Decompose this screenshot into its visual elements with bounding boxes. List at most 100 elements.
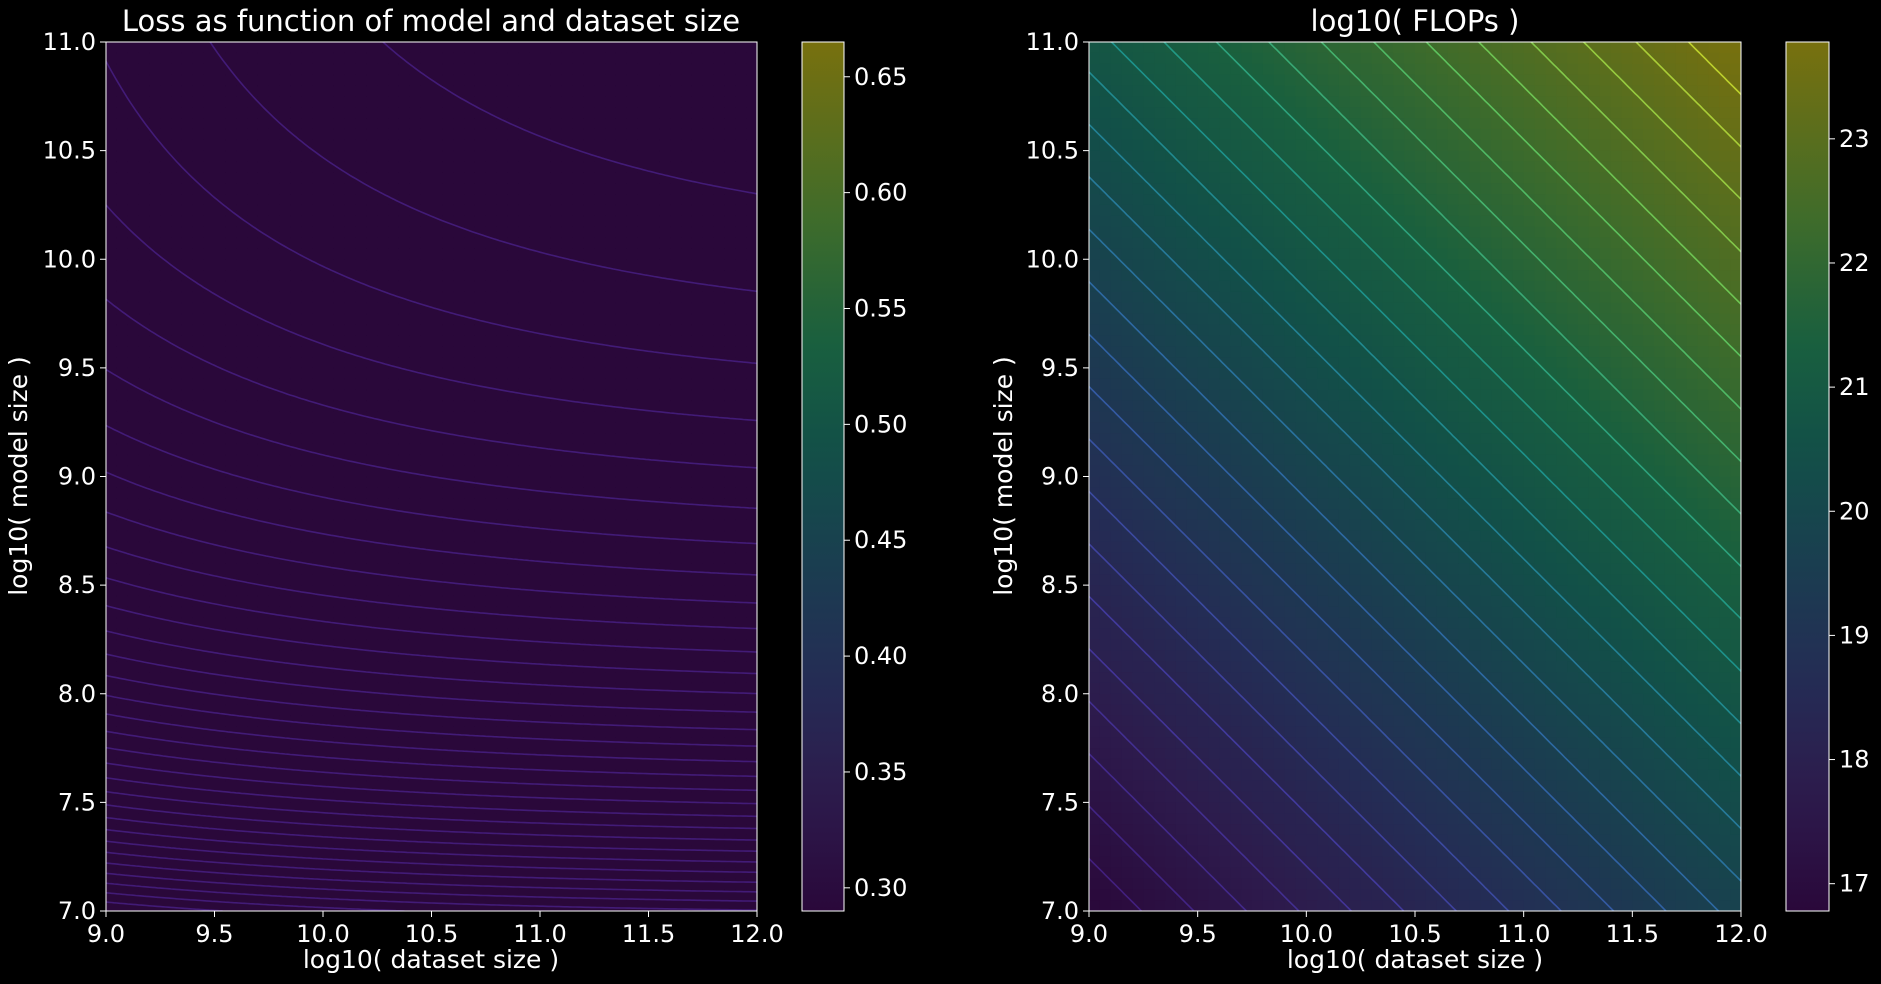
heatmap-cell xyxy=(507,204,519,217)
heatmap-cell xyxy=(160,758,172,771)
heatmap-cell xyxy=(626,335,639,347)
heatmap-cell xyxy=(724,237,736,249)
heatmap-cell xyxy=(648,378,660,391)
heatmap-cell xyxy=(268,335,281,347)
heatmap-cell xyxy=(583,74,595,87)
heatmap-cell xyxy=(648,900,660,911)
heatmap-cell xyxy=(746,617,757,630)
heatmap-cell xyxy=(323,367,335,380)
heatmap-cell xyxy=(691,259,704,271)
heatmap-cell xyxy=(344,443,357,456)
heatmap-cell xyxy=(355,726,367,738)
heatmap-cell xyxy=(203,454,216,467)
heatmap-cell xyxy=(485,443,498,456)
heatmap-cell xyxy=(333,226,346,239)
heatmap-cell xyxy=(116,291,129,304)
heatmap-cell xyxy=(366,726,378,738)
heatmap-cell xyxy=(106,682,118,695)
heatmap-cell xyxy=(1099,183,1112,195)
heatmap-cell xyxy=(279,63,292,76)
heatmap-cell xyxy=(1099,259,1112,271)
heatmap-cell xyxy=(626,900,639,911)
heatmap-cell xyxy=(735,411,747,423)
heatmap-cell xyxy=(355,802,367,814)
heatmap-cell xyxy=(214,270,226,282)
heatmap-cell xyxy=(247,595,259,608)
heatmap-cell xyxy=(171,552,183,564)
heatmap-cell xyxy=(225,335,237,347)
heatmap-cell xyxy=(550,454,563,467)
heatmap-cell xyxy=(203,389,216,402)
heatmap-cell xyxy=(670,259,682,271)
heatmap-cell xyxy=(496,595,509,608)
heatmap-cell xyxy=(377,280,389,293)
heatmap-cell xyxy=(149,487,161,499)
heatmap-cell xyxy=(681,824,693,836)
heatmap-cell xyxy=(192,530,205,543)
heatmap-cell xyxy=(713,215,726,228)
heatmap-cell xyxy=(496,574,509,586)
heatmap-cell xyxy=(214,595,226,608)
heatmap-cell xyxy=(116,52,129,65)
heatmap-cell xyxy=(637,682,650,695)
heatmap-cell xyxy=(192,595,205,608)
heatmap-cell xyxy=(431,389,443,402)
heatmap-cell xyxy=(735,150,747,163)
heatmap-cell xyxy=(171,280,183,293)
heatmap-cell xyxy=(594,346,606,358)
heatmap-cell xyxy=(214,889,226,901)
heatmap-cell xyxy=(301,791,313,803)
heatmap-cell xyxy=(268,737,281,749)
heatmap-cell xyxy=(518,302,530,315)
heatmap-cell xyxy=(116,226,129,239)
heatmap-cell xyxy=(192,519,205,532)
heatmap-cell xyxy=(323,346,335,358)
heatmap-cell xyxy=(724,867,736,880)
heatmap-cell xyxy=(323,813,335,825)
heatmap-cell xyxy=(398,769,411,782)
heatmap-cell xyxy=(290,161,302,173)
heatmap-cell xyxy=(420,107,433,119)
heatmap-cell xyxy=(746,541,757,554)
heatmap-cell xyxy=(474,856,487,869)
heatmap-cell xyxy=(160,313,172,326)
heatmap-cell xyxy=(626,118,639,130)
heatmap-cell xyxy=(160,585,172,597)
heatmap-cell xyxy=(127,335,140,347)
heatmap-cell xyxy=(648,791,660,803)
heatmap-cell xyxy=(203,324,216,336)
heatmap-cell xyxy=(149,509,161,521)
heatmap-cell xyxy=(301,628,313,641)
heatmap-cell xyxy=(561,172,574,184)
heatmap-cell xyxy=(192,128,205,141)
heatmap-cell xyxy=(550,346,563,358)
heatmap-cell xyxy=(257,791,270,803)
heatmap-cell xyxy=(409,519,422,532)
heatmap-cell xyxy=(626,52,639,65)
heatmap-cell xyxy=(290,693,302,706)
heatmap-cell xyxy=(453,280,465,293)
heatmap-cell xyxy=(268,878,281,890)
heatmap-cell xyxy=(702,346,715,358)
heatmap-cell xyxy=(605,74,617,87)
heatmap-cell xyxy=(268,324,281,336)
heatmap-cell xyxy=(290,313,302,326)
heatmap-cell xyxy=(746,595,757,608)
heatmap-cell xyxy=(192,878,205,890)
heatmap-cell xyxy=(203,96,216,108)
heatmap-cell xyxy=(431,726,443,738)
heatmap-cell xyxy=(192,834,205,847)
heatmap-cell xyxy=(257,215,270,228)
heatmap-cell xyxy=(203,628,216,641)
heatmap-cell xyxy=(561,530,574,543)
heatmap-cell xyxy=(637,150,650,163)
heatmap-cell xyxy=(485,813,498,825)
heatmap-cell xyxy=(485,346,498,358)
heatmap-cell xyxy=(106,270,118,282)
heatmap-cell xyxy=(247,150,259,163)
heatmap-cell xyxy=(550,237,563,249)
heatmap-cell xyxy=(279,476,292,488)
heatmap-cell xyxy=(290,237,302,249)
heatmap-cell xyxy=(127,900,140,911)
heatmap-cell xyxy=(116,748,129,760)
